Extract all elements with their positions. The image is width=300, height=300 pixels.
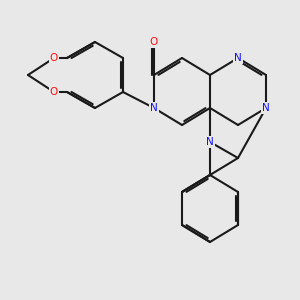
Text: O: O bbox=[50, 53, 58, 63]
Text: O: O bbox=[150, 37, 158, 47]
Text: N: N bbox=[262, 103, 270, 113]
Text: N: N bbox=[206, 137, 214, 147]
Text: N: N bbox=[150, 103, 158, 113]
Text: O: O bbox=[50, 87, 58, 97]
Text: N: N bbox=[234, 53, 242, 63]
